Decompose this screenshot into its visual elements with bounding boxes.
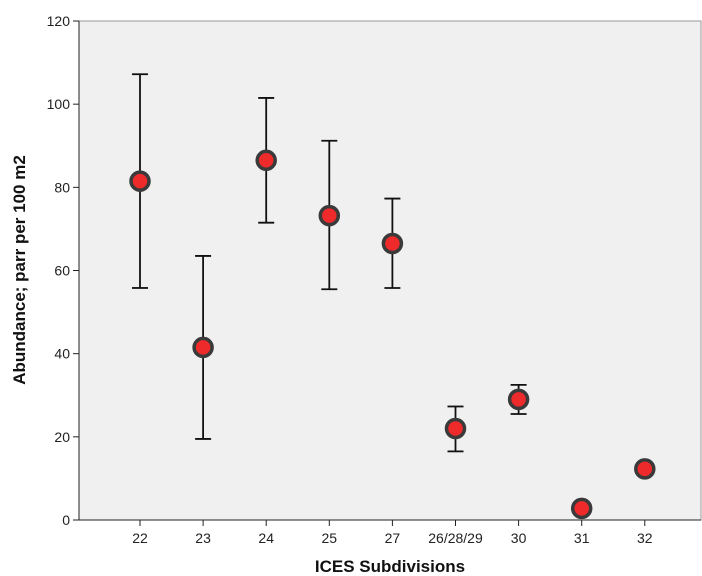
plot-area bbox=[78, 20, 702, 521]
data-points bbox=[129, 149, 656, 520]
data-point bbox=[507, 388, 530, 411]
x-tick-label: 32 bbox=[637, 530, 653, 546]
x-tick-label: 26/28/29 bbox=[428, 530, 483, 546]
data-point bbox=[129, 170, 151, 192]
y-tick-label: 60 bbox=[54, 263, 70, 279]
y-axis: 0 20 40 60 80 100 120 bbox=[47, 13, 80, 528]
x-axis: 22 23 24 25 27 26/28/29 30 31 32 bbox=[79, 519, 701, 546]
x-tick-label: 24 bbox=[258, 530, 274, 546]
data-point bbox=[318, 204, 341, 227]
y-tick-label: 120 bbox=[47, 13, 71, 29]
y-axis-title: Abundance; parr per 100 m2 bbox=[10, 155, 29, 385]
y-tick-label: 100 bbox=[47, 96, 71, 112]
x-tick-label: 30 bbox=[511, 530, 527, 546]
y-tick-label: 0 bbox=[62, 512, 70, 528]
x-tick-label: 31 bbox=[574, 530, 590, 546]
data-point bbox=[255, 149, 277, 172]
x-axis-title: ICES Subdivisions bbox=[315, 557, 465, 576]
data-point bbox=[381, 232, 404, 255]
data-point bbox=[570, 497, 593, 520]
y-tick-label: 40 bbox=[54, 346, 70, 362]
data-point bbox=[444, 417, 467, 440]
data-point bbox=[634, 458, 656, 480]
x-tick-label: 27 bbox=[385, 530, 401, 546]
x-tick-label: 25 bbox=[322, 530, 338, 546]
y-tick-label: 20 bbox=[54, 429, 70, 445]
x-tick-label: 22 bbox=[132, 530, 148, 546]
y-tick-label: 80 bbox=[54, 179, 70, 195]
data-point bbox=[192, 336, 214, 359]
x-tick-label: 23 bbox=[195, 530, 211, 546]
